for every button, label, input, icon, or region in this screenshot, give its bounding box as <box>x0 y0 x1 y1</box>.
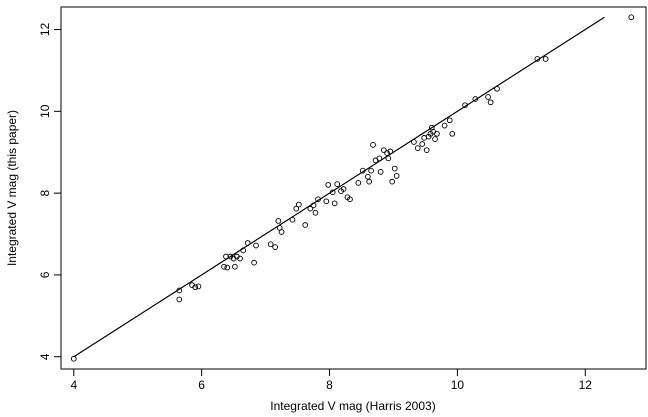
x-tick-label: 8 <box>326 378 333 392</box>
data-point <box>295 201 302 208</box>
x-tick-label: 10 <box>451 378 465 392</box>
data-point <box>384 150 390 156</box>
data-point <box>370 141 376 148</box>
data-point <box>494 85 500 92</box>
data-point <box>487 99 494 106</box>
y-tick-label: 12 <box>38 23 52 37</box>
x-axis-title: Integrated V mag (Harris 2003) <box>270 399 435 413</box>
data-point <box>446 117 453 124</box>
data-point <box>368 167 374 174</box>
data-point <box>315 196 321 203</box>
data-point <box>176 287 183 294</box>
data-point <box>329 189 336 196</box>
data-point <box>381 147 387 154</box>
data-point <box>434 130 440 137</box>
data-point <box>70 355 77 362</box>
data-point <box>331 200 338 207</box>
data-point <box>221 263 227 270</box>
y-axis-title: Integrated V mag (this paper) <box>5 110 19 266</box>
data-point <box>224 264 231 271</box>
data-point <box>253 242 259 249</box>
data-point <box>534 56 541 62</box>
data-point <box>441 122 448 129</box>
y-axis: 4 6 8 10 12 <box>38 23 61 360</box>
x-tick-label: 6 <box>198 378 205 392</box>
data-point <box>628 14 635 21</box>
data-point <box>310 202 317 209</box>
data-point <box>485 94 491 100</box>
data-point <box>307 205 314 212</box>
data-point <box>251 259 257 266</box>
data-point <box>542 56 549 62</box>
data-point <box>195 283 202 290</box>
data-point <box>275 218 282 224</box>
data-point <box>278 229 285 235</box>
data-point <box>302 222 309 228</box>
data-point <box>419 141 426 147</box>
data-point <box>312 209 319 216</box>
data-point <box>366 178 373 185</box>
data-points <box>70 14 635 362</box>
data-point <box>347 196 353 203</box>
data-point <box>376 155 383 162</box>
data-point <box>293 205 300 212</box>
data-point <box>323 198 330 205</box>
y-tick-label: 6 <box>38 271 52 278</box>
data-point <box>359 167 366 174</box>
data-point <box>425 133 432 140</box>
data-point <box>472 96 479 102</box>
data-point <box>391 165 398 172</box>
data-point <box>325 182 332 188</box>
data-point <box>414 145 421 151</box>
data-point <box>334 181 341 187</box>
y-tick-label: 8 <box>38 189 52 196</box>
data-point <box>365 173 371 180</box>
data-point <box>449 130 456 137</box>
data-point <box>462 102 468 109</box>
data-point <box>355 180 362 186</box>
data-point <box>411 139 417 145</box>
data-point <box>340 186 347 192</box>
data-point <box>267 241 274 248</box>
data-point <box>393 173 400 179</box>
data-point <box>389 178 396 185</box>
data-point <box>432 136 438 142</box>
x-tick-label: 4 <box>70 378 77 392</box>
data-point <box>232 263 238 270</box>
y-tick-label: 4 <box>38 353 52 360</box>
y-tick-label: 10 <box>38 104 52 118</box>
data-point <box>377 168 384 175</box>
data-point <box>240 247 247 254</box>
data-point <box>176 296 183 303</box>
data-point <box>192 284 199 291</box>
x-axis: 4 6 8 10 12 <box>70 369 592 392</box>
data-point <box>237 255 243 262</box>
plot-frame <box>60 6 647 370</box>
data-point <box>385 155 392 162</box>
data-point <box>387 148 394 155</box>
data-point <box>244 240 251 246</box>
data-point <box>272 244 279 250</box>
data-point <box>423 147 430 154</box>
data-point <box>289 216 296 223</box>
x-tick-label: 12 <box>579 378 593 392</box>
fit-line <box>73 16 605 358</box>
